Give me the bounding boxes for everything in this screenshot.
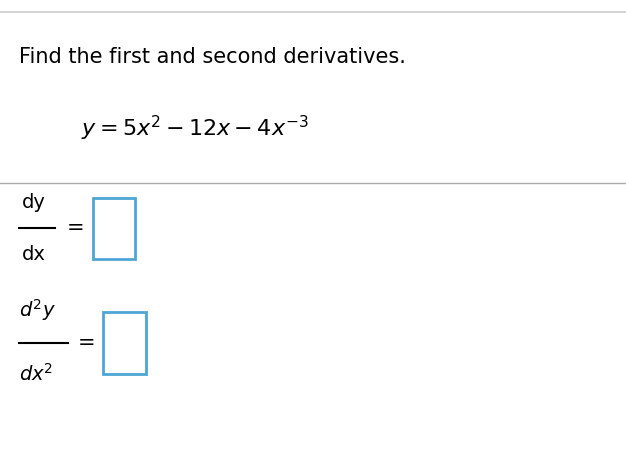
Text: $dx^{2}$: $dx^{2}$ xyxy=(19,363,53,385)
FancyBboxPatch shape xyxy=(103,312,146,374)
Text: =: = xyxy=(78,333,96,353)
Text: dx: dx xyxy=(22,245,46,264)
Text: $d^{2}y$: $d^{2}y$ xyxy=(19,298,56,323)
Text: =: = xyxy=(67,218,85,238)
FancyBboxPatch shape xyxy=(93,198,135,259)
Text: $y = 5x^{2} - 12x - 4x^{-3}$: $y = 5x^{2} - 12x - 4x^{-3}$ xyxy=(81,114,309,143)
Text: dy: dy xyxy=(22,193,46,212)
Text: Find the first and second derivatives.: Find the first and second derivatives. xyxy=(19,47,406,67)
